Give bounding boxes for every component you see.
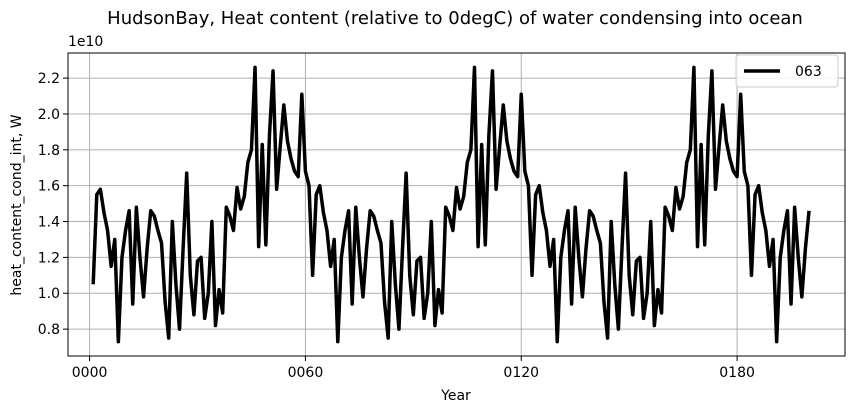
- y-axis-ticks: 0.8 1.0 1.2 1.4 1.6 1.8 2.0 2.2: [38, 71, 68, 338]
- y-axis-offset-label: 1e10: [68, 34, 103, 50]
- y-tick-label: 1.4: [38, 215, 60, 231]
- y-tick-label: 1.2: [38, 250, 60, 266]
- y-tick-label: 0.8: [38, 322, 60, 338]
- y-tick-label: 2.0: [38, 107, 60, 123]
- x-axis-ticks: 0000 0060 0120 0180: [72, 356, 755, 381]
- y-axis-label: heat_content_cond_int, W: [9, 114, 25, 295]
- y-tick-label: 1.8: [38, 143, 60, 159]
- series-line-063: [91, 65, 811, 344]
- y-tick-label: 2.2: [38, 71, 60, 87]
- series-lines: [91, 65, 811, 344]
- y-tick-label: 1.0: [38, 286, 60, 302]
- x-tick-label: 0060: [288, 365, 324, 381]
- legend: 063: [735, 54, 839, 88]
- legend-box: [735, 54, 839, 88]
- x-tick-label: 0180: [719, 365, 755, 381]
- x-tick-label: 0000: [72, 365, 108, 381]
- chart-title: HudsonBay, Heat content (relative to 0de…: [107, 8, 803, 29]
- y-tick-label: 1.6: [38, 179, 60, 195]
- x-tick-label: 0120: [503, 365, 539, 381]
- plot-frame: [67, 52, 846, 357]
- legend-label-063: 063: [795, 64, 822, 80]
- x-axis-label: Year: [440, 388, 471, 404]
